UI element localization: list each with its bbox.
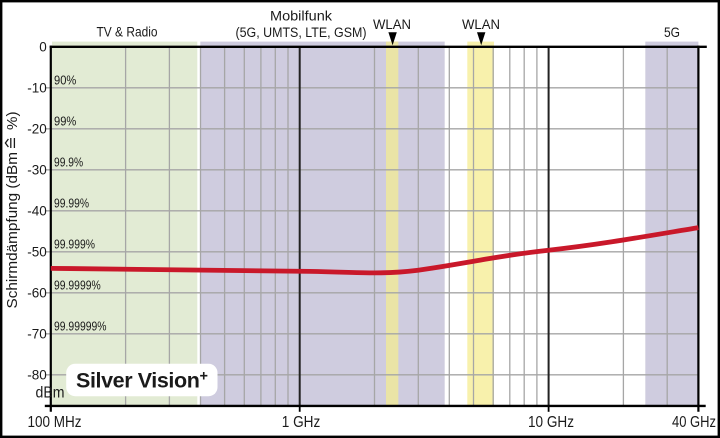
svg-text:-20: -20 — [27, 121, 47, 136]
svg-text:-60: -60 — [27, 285, 47, 300]
svg-text:99%: 99% — [54, 113, 77, 128]
svg-text:-70: -70 — [27, 326, 47, 341]
svg-text:-30: -30 — [27, 162, 47, 177]
svg-text:99.9%: 99.9% — [54, 154, 83, 169]
svg-text:99.9999%: 99.9999% — [54, 277, 101, 292]
svg-text:-40: -40 — [27, 203, 47, 218]
svg-text:90%: 90% — [54, 72, 77, 87]
svg-text:TV & Radio: TV & Radio — [97, 24, 158, 40]
svg-text:100 MHz: 100 MHz — [28, 414, 82, 431]
svg-text:Mobilfunk: Mobilfunk — [270, 8, 333, 24]
svg-text:5G: 5G — [664, 24, 680, 40]
svg-text:0: 0 — [39, 39, 47, 54]
svg-text:WLAN: WLAN — [373, 16, 411, 32]
svg-text:-50: -50 — [27, 244, 47, 259]
svg-text:WLAN: WLAN — [462, 16, 500, 32]
svg-text:(5G, UMTS, LTE, GSM): (5G, UMTS, LTE, GSM) — [236, 25, 367, 40]
svg-text:-10: -10 — [27, 80, 47, 95]
svg-text:1 GHz: 1 GHz — [282, 414, 321, 431]
svg-text:10 GHz: 10 GHz — [528, 414, 574, 431]
svg-text:%): %) — [4, 112, 21, 131]
svg-text:dBm: dBm — [36, 385, 65, 402]
svg-text:99.999%: 99.999% — [54, 236, 95, 251]
svg-text:-80: -80 — [27, 367, 47, 382]
svg-text:Silver Vision+: Silver Vision+ — [76, 369, 208, 393]
svg-text:99.99999%: 99.99999% — [54, 318, 107, 333]
svg-text:99.99%: 99.99% — [54, 195, 89, 210]
svg-text:Schirmdämpfung (dBm: Schirmdämpfung (dBm — [4, 152, 21, 309]
svg-text:40 GHz: 40 GHz — [672, 414, 716, 431]
